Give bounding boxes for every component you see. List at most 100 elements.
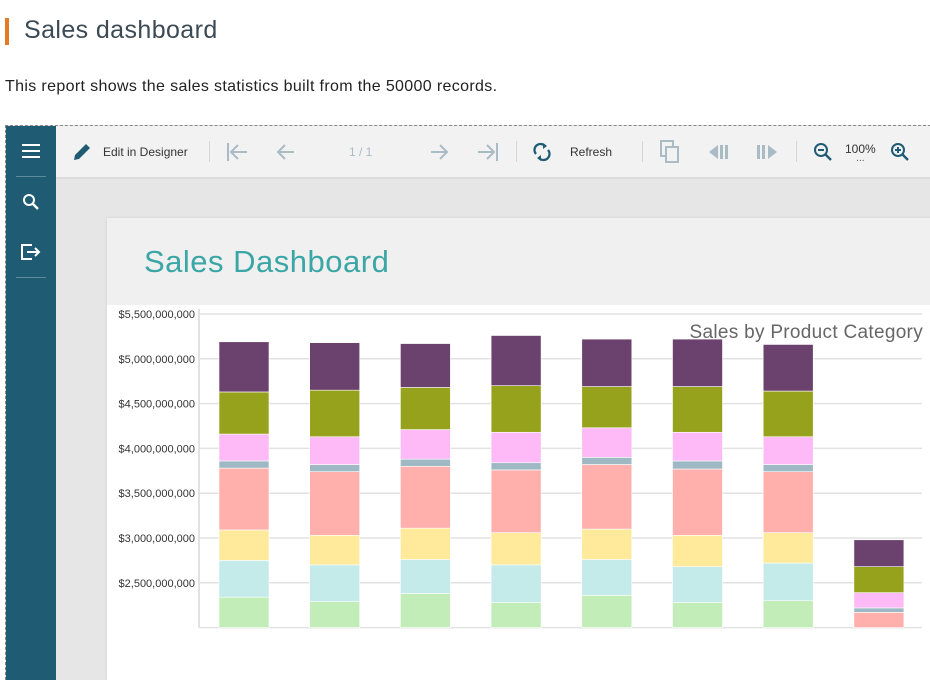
page-copy-icon <box>660 139 679 163</box>
bar-segment[interactable] <box>400 527 451 560</box>
bar-segment[interactable] <box>581 595 633 628</box>
toolbar-divider <box>796 141 797 162</box>
zoom-in-button[interactable] <box>890 126 910 177</box>
bar-segment[interactable] <box>672 468 723 536</box>
bar-segment[interactable] <box>581 457 633 465</box>
bar-segment[interactable] <box>853 566 905 593</box>
bar-segment[interactable] <box>853 607 905 613</box>
bar-segment[interactable] <box>581 559 633 596</box>
bar-segment[interactable] <box>853 612 905 628</box>
play-forward-icon <box>757 144 777 159</box>
y-tick-label: $4,000,000,000 <box>119 443 195 455</box>
bar-segment[interactable] <box>490 469 542 533</box>
bar-segment[interactable] <box>490 462 542 471</box>
zoom-level: 100% <box>845 141 876 156</box>
y-tick-label: $3,000,000,000 <box>119 533 195 545</box>
bar-segment[interactable] <box>400 429 451 460</box>
bar-segment[interactable] <box>218 467 270 531</box>
sidebar-divider <box>16 277 46 278</box>
viewer-toolbar: Edit in Designer 1 / 1 Refresh <box>56 126 930 179</box>
search-button[interactable] <box>6 177 56 227</box>
menu-button[interactable] <box>6 126 56 176</box>
bar-segment[interactable] <box>581 528 633 560</box>
bar-segment[interactable] <box>400 593 451 628</box>
bar-segment[interactable] <box>762 562 814 602</box>
bar-segment[interactable] <box>853 539 905 567</box>
bar-segment[interactable] <box>490 602 542 628</box>
bar-segment[interactable] <box>581 464 633 530</box>
bar-segment[interactable] <box>672 431 723 462</box>
bar-segment[interactable] <box>400 466 451 529</box>
page-title: Sales dashboard <box>24 16 218 44</box>
last-page-button[interactable] <box>477 126 499 177</box>
bar-segment[interactable] <box>218 560 270 598</box>
bar-segment[interactable] <box>218 596 270 628</box>
bar-segment[interactable] <box>218 529 270 561</box>
bar-segment[interactable] <box>218 391 270 435</box>
bar-segment[interactable] <box>581 427 633 458</box>
bar-segment[interactable] <box>309 436 360 465</box>
first-page-button[interactable] <box>226 126 248 177</box>
bar-segment[interactable] <box>309 389 360 438</box>
bar-segment[interactable] <box>218 460 270 469</box>
intro-text: This report shows the sales statistics b… <box>5 78 498 95</box>
bar-segment[interactable] <box>400 559 451 594</box>
export-icon <box>21 244 41 260</box>
zoom-out-button[interactable] <box>813 126 833 177</box>
report-page: Sales Dashboard Sales by Product Categor… <box>107 218 930 680</box>
bar-segment[interactable] <box>853 592 905 609</box>
menu-icon <box>22 144 40 158</box>
bar-segment[interactable] <box>400 343 451 388</box>
page-indicator[interactable]: 1 / 1 <box>349 144 373 159</box>
bar-segment[interactable] <box>762 390 814 438</box>
export-button[interactable] <box>6 227 56 277</box>
bar-segment[interactable] <box>581 338 633 387</box>
bar-segment[interactable] <box>490 564 542 603</box>
bar-segment[interactable] <box>490 431 542 464</box>
report-viewer: Edit in Designer 1 / 1 Refresh <box>5 125 930 680</box>
next-page-button[interactable] <box>429 126 449 177</box>
bar-segment[interactable] <box>309 342 360 391</box>
bar-segment[interactable] <box>400 458 451 467</box>
bar-segment[interactable] <box>581 386 633 429</box>
bar-segment[interactable] <box>762 344 814 392</box>
arrow-right-icon <box>431 143 449 160</box>
bar-segment[interactable] <box>309 535 360 566</box>
bar-segment[interactable] <box>672 566 723 603</box>
previous-bookmark-button[interactable] <box>708 126 730 177</box>
edit-in-designer-label: Edit in Designer <box>103 144 188 159</box>
bar-segment[interactable] <box>490 335 542 386</box>
bar-segment[interactable] <box>218 433 270 462</box>
first-page-icon <box>227 142 247 161</box>
bar-segment[interactable] <box>218 341 270 393</box>
bar-segment[interactable] <box>672 460 723 470</box>
bar-segment[interactable] <box>490 532 542 566</box>
bar-segment[interactable] <box>762 436 814 465</box>
viewer-sidebar <box>6 126 56 680</box>
bar-segment[interactable] <box>672 386 723 433</box>
bar-segment[interactable] <box>672 602 723 628</box>
bar-segment[interactable] <box>490 385 542 433</box>
refresh-button[interactable]: Refresh <box>532 126 612 177</box>
sales-chart: $2,500,000,000 $3,000,000,000 $3,500,000,0… <box>119 309 922 629</box>
y-tick-label: $5,000,000,000 <box>119 354 195 366</box>
toolbar-divider <box>642 141 643 162</box>
bar-segment[interactable] <box>309 464 360 472</box>
bar-segment[interactable] <box>309 564 360 602</box>
previous-page-button[interactable] <box>276 126 296 177</box>
bar-segment[interactable] <box>762 471 814 533</box>
bar-segment[interactable] <box>672 535 723 567</box>
multipage-toggle-button[interactable] <box>660 126 680 177</box>
y-tick-label: $3,500,000,000 <box>119 488 195 500</box>
bar-segment[interactable] <box>672 338 723 387</box>
bar-segment[interactable] <box>762 532 814 564</box>
bar-segment[interactable] <box>762 600 814 628</box>
bar-segment[interactable] <box>309 601 360 628</box>
zoom-level-select[interactable]: 100% ... <box>845 126 876 177</box>
last-page-icon <box>478 142 498 161</box>
next-bookmark-button[interactable] <box>756 126 778 177</box>
bar-segment[interactable] <box>400 387 451 430</box>
bar-segment[interactable] <box>762 464 814 472</box>
edit-in-designer-button[interactable]: Edit in Designer <box>72 126 188 177</box>
bar-segment[interactable] <box>309 471 360 536</box>
